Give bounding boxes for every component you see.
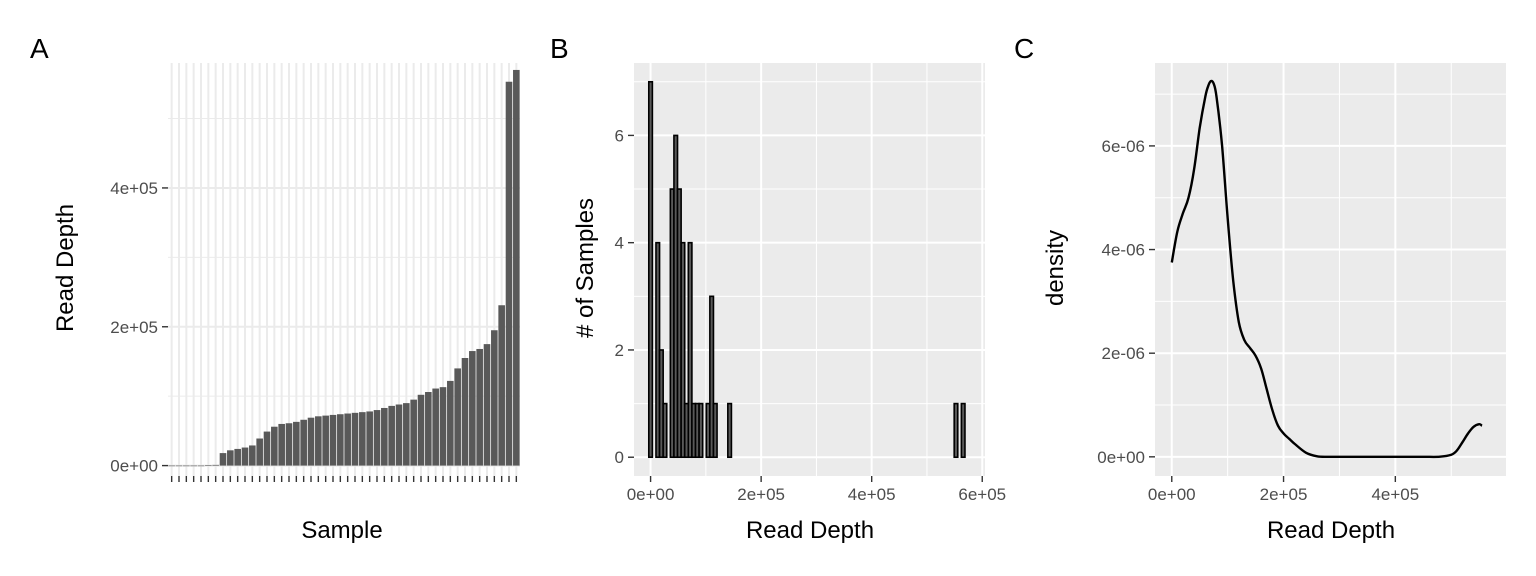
bar: [307, 417, 315, 466]
bar: [344, 413, 351, 466]
y-axis-title: Read Depth: [52, 204, 79, 332]
histogram-bar: [662, 402, 668, 459]
bar: [491, 330, 498, 466]
x-tick-label: 4e+05: [1371, 485, 1419, 504]
bar: [197, 465, 205, 467]
bar: [410, 399, 417, 466]
bar: [315, 416, 322, 466]
bar: [513, 69, 520, 466]
y-tick-label: 4: [615, 234, 624, 253]
density-line: [1170, 79, 1483, 459]
bar: [373, 410, 381, 466]
x-axis-title: Sample: [301, 517, 382, 544]
bar: [322, 415, 329, 466]
panel-label: B: [550, 33, 569, 64]
bar: [190, 465, 197, 467]
x-tick-label: 2e+05: [1260, 485, 1308, 504]
bar: [256, 438, 263, 466]
bars: [168, 69, 520, 467]
histogram-bar: [709, 295, 715, 459]
panel-label: C: [1014, 33, 1034, 64]
axes: 0e+00 2e+05 4e+05: [110, 179, 518, 482]
bar: [359, 412, 366, 466]
bar: [278, 423, 285, 466]
y-tick-label: 6e-06: [1102, 137, 1145, 156]
bar: [205, 465, 212, 466]
y-tick-label: 0e+00: [110, 457, 158, 476]
bar: [417, 394, 425, 466]
histogram-bar: [698, 402, 704, 459]
bar: [329, 414, 337, 466]
histogram-bar: [727, 402, 733, 459]
histogram-bar: [647, 80, 654, 459]
gridlines: [634, 63, 985, 476]
bar: [212, 464, 219, 466]
y-tick-label: 6: [615, 126, 624, 145]
histogram-bar: [687, 241, 693, 459]
bar: [403, 403, 410, 466]
bar: [505, 81, 513, 466]
bar: [425, 392, 432, 466]
plot-background: [1155, 63, 1506, 476]
panel-b-histogram: B 0 2 4 6 0e+00 2e+05 4e+05 6e+05 Read Depth # …: [550, 33, 1006, 544]
y-tick-label: 4e+05: [110, 179, 158, 198]
bar: [469, 351, 476, 466]
bar: [447, 380, 454, 466]
y-tick-label: 2: [615, 341, 624, 360]
bar: [388, 405, 395, 466]
bar: [285, 423, 293, 466]
x-tick-label: 6e+05: [958, 485, 1006, 504]
bar: [249, 445, 256, 466]
bar: [351, 412, 359, 466]
bar: [271, 426, 278, 466]
bar: [175, 465, 183, 467]
axes: 0 2 4 6 0e+00 2e+05 4e+05 6e+05: [615, 126, 1007, 504]
histogram-bars: [647, 80, 966, 459]
bar: [337, 414, 344, 466]
y-axis-title: density: [1042, 230, 1069, 306]
y-tick-label: 0e+00: [1097, 448, 1145, 467]
y-tick-label: 0: [615, 448, 624, 467]
x-tick-label: 0e+00: [627, 485, 675, 504]
density-curve: [1170, 79, 1483, 459]
bar: [395, 404, 403, 466]
panel-c-density: C 0e+00 2e-06 4e-06 6e-06 0e+00 2e+05 4e+05 Re…: [1014, 33, 1506, 544]
histogram-bar: [712, 402, 718, 459]
histogram-bar: [953, 402, 959, 459]
histogram-bar: [680, 241, 686, 459]
x-tick-label: 4e+05: [848, 485, 896, 504]
bar: [461, 358, 469, 466]
bar: [183, 465, 190, 467]
bar: [263, 431, 271, 466]
bar: [381, 407, 388, 466]
bar: [439, 387, 447, 466]
bar: [483, 344, 491, 466]
bar: [219, 453, 227, 466]
y-tick-label: 2e+05: [110, 318, 158, 337]
panel-a-sample-read-depth: A 0e+00 2e+05 4e+05 Sample Read Depth: [30, 33, 520, 544]
axes: 0e+00 2e-06 4e-06 6e-06 0e+00 2e+05 4e+05: [1097, 137, 1419, 504]
x-axis-title: Read Depth: [746, 517, 874, 544]
bar: [168, 465, 175, 467]
histogram-bar: [960, 402, 966, 459]
bar: [454, 368, 461, 466]
bar: [476, 348, 483, 466]
bar: [498, 305, 505, 466]
bar: [241, 447, 249, 466]
panel-label: A: [30, 33, 49, 64]
y-axis-title: # of Samples: [572, 198, 599, 338]
bar: [300, 419, 307, 466]
x-tick-label: 2e+05: [737, 485, 785, 504]
y-tick-label: 2e-06: [1102, 344, 1145, 363]
y-tick-label: 4e-06: [1102, 241, 1145, 260]
bar: [366, 411, 373, 466]
bar: [227, 450, 234, 466]
bar: [432, 388, 439, 466]
x-axis-title: Read Depth: [1267, 517, 1395, 544]
x-tick-label: 0e+00: [1148, 485, 1196, 504]
plot-background: [168, 63, 520, 476]
bar: [293, 421, 300, 466]
bar: [234, 448, 241, 466]
